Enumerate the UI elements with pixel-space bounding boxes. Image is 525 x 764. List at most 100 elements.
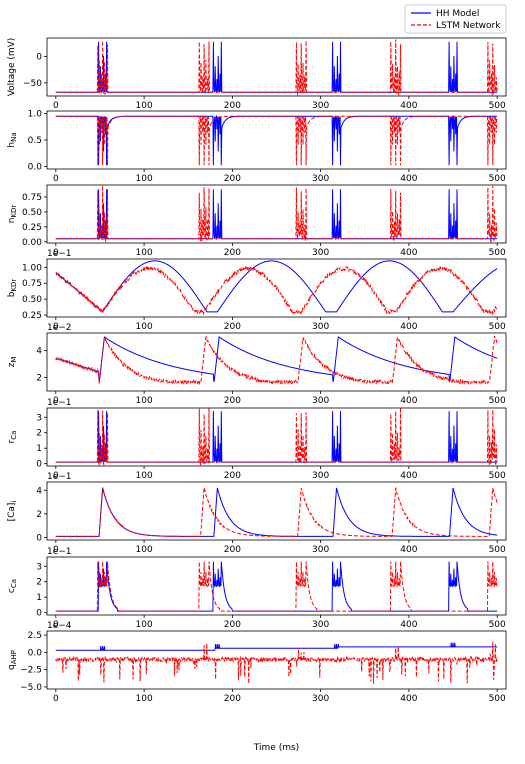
x-tick-label: 500 <box>489 174 506 184</box>
x-tick-label: 200 <box>224 322 241 332</box>
cca-hh-series <box>55 561 498 612</box>
x-tick-label: 300 <box>312 471 329 481</box>
axes-frame <box>46 332 507 392</box>
hna-lstm-series <box>55 114 498 166</box>
x-tick-label: 100 <box>136 101 153 111</box>
panel-hna: 0 100 200 300 400 500 0.0 0.5 1.0 hNa <box>7 110 507 184</box>
y-tick-label: 0.25 <box>22 311 42 321</box>
y-tick-label: 0.50 <box>22 295 42 305</box>
x-axis-label: Time (ms) <box>253 743 299 753</box>
x-tick-label: 500 <box>489 620 506 630</box>
nkdr-lstm-series <box>55 185 498 243</box>
x-tick-label: 500 <box>489 545 506 555</box>
zm-hh-series <box>55 336 498 383</box>
y-tick-label: 1 <box>36 593 42 603</box>
legend-box <box>404 4 507 34</box>
x-tick-label: 200 <box>224 248 241 258</box>
x-tick-label: 200 <box>224 174 241 184</box>
panel-bkdr: 0 100 200 300 400 500 0.25 0.50 0.75 1.00 1e−1 bKDr <box>7 249 507 332</box>
x-tick-label: 0 <box>53 322 59 332</box>
x-tick-label: 500 <box>489 694 506 704</box>
panel-cca: 0 100 200 300 400 500 0 1 2 3 1e−1 cCa <box>7 547 507 630</box>
x-tick-label: 100 <box>136 322 153 332</box>
x-tick-label: 200 <box>224 471 241 481</box>
axes-frame <box>46 630 507 690</box>
x-tick-label: 300 <box>312 101 329 111</box>
x-tick-label: 200 <box>224 545 241 555</box>
rca-lstm-series <box>55 408 498 466</box>
voltage-lstm-series <box>55 39 498 96</box>
y-axis-label: Voltage (mV) <box>7 38 17 97</box>
cca-lstm-series <box>55 561 498 612</box>
x-tick-label: 300 <box>312 174 329 184</box>
y-tick-label: 2 <box>36 510 42 520</box>
x-tick-label: 400 <box>400 694 417 704</box>
axes-frame <box>46 407 507 467</box>
y-axis-label: [Ca]i <box>7 501 18 522</box>
panel-rca: 0 100 200 300 400 500 0 1 2 3 1e−1 rCa <box>7 398 507 481</box>
zm-lstm-series <box>55 335 498 386</box>
axes-frame <box>46 556 507 616</box>
y-tick-label: 3 <box>36 413 42 423</box>
y-tick-label: 0.0 <box>28 162 43 172</box>
y-tick-label: 0.00 <box>22 238 42 248</box>
y-tick-label: 0.0 <box>28 648 43 658</box>
x-tick-label: 100 <box>136 248 153 258</box>
x-tick-label: 300 <box>312 620 329 630</box>
axis-exponent: 1e−2 <box>47 323 72 333</box>
x-tick-label: 300 <box>312 694 329 704</box>
x-tick-label: 0 <box>53 545 59 555</box>
y-tick-label: 1.00 <box>22 263 42 273</box>
x-tick-label: 200 <box>224 620 241 630</box>
axis-exponent: 1e−1 <box>47 398 72 408</box>
panel-cai: 0 100 200 300 400 500 0 2 4 1e−1 [Ca]i <box>7 472 507 555</box>
y-tick-label: 0 <box>36 609 42 619</box>
panel-voltage: 0 100 200 300 400 500 0 −50 Voltage (mV) <box>7 37 507 111</box>
x-tick-label: 500 <box>489 396 506 406</box>
x-tick-label: 0 <box>53 620 59 630</box>
y-tick-label: 2.5 <box>28 631 42 641</box>
x-tick-label: 300 <box>312 396 329 406</box>
y-tick-label: 3 <box>36 562 42 572</box>
axes-frame <box>46 110 507 170</box>
x-tick-label: 400 <box>400 545 417 555</box>
y-tick-label: 1 <box>36 444 42 454</box>
x-tick-label: 400 <box>400 101 417 111</box>
y-tick-label: 0.50 <box>22 208 42 218</box>
x-tick-label: 100 <box>136 694 153 704</box>
legend-label: HH Model <box>436 9 479 19</box>
legend: HH Model LSTM Network <box>404 4 507 34</box>
x-tick-label: 300 <box>312 545 329 555</box>
x-tick-label: 0 <box>53 396 59 406</box>
x-tick-label: 500 <box>489 322 506 332</box>
axis-exponent: 1e−1 <box>47 547 72 557</box>
cai-hh-series <box>55 487 498 537</box>
x-tick-label: 100 <box>136 471 153 481</box>
panel-zm: 0 100 200 300 400 500 2 4 1e−2 zM <box>7 323 507 406</box>
x-tick-label: 0 <box>53 471 59 481</box>
y-tick-label: 2 <box>36 578 42 588</box>
x-tick-label: 100 <box>136 620 153 630</box>
x-tick-label: 100 <box>136 545 153 555</box>
cai-lstm-series <box>55 486 498 537</box>
y-tick-label: 4 <box>36 347 42 357</box>
panel-qahp: 0 100 200 300 400 500 −5.0 −2.5 0.0 2.5 1e−4 qAHP <box>7 621 507 704</box>
hna-hh-series <box>55 114 498 166</box>
x-tick-label: 400 <box>400 620 417 630</box>
y-axis-label: bKDr <box>7 279 18 298</box>
x-tick-label: 400 <box>400 322 417 332</box>
y-tick-label: 2 <box>36 429 42 439</box>
voltage-hh-series <box>55 41 498 94</box>
x-tick-label: 0 <box>53 101 59 111</box>
y-axis-label: hNa <box>7 132 18 147</box>
y-axis-label: nKDr <box>7 205 18 224</box>
x-tick-label: 100 <box>136 174 153 184</box>
y-tick-label: 4 <box>36 486 42 496</box>
panel-nkdr: 0 100 200 300 400 500 0.00 0.25 0.50 0.75 nKDr <box>7 184 507 258</box>
y-tick-label: 0.25 <box>22 223 42 233</box>
y-tick-label: 0.75 <box>22 193 42 203</box>
y-tick-label: 0.5 <box>28 136 42 146</box>
x-tick-label: 200 <box>224 694 241 704</box>
x-tick-label: 0 <box>53 248 59 258</box>
x-tick-label: 300 <box>312 248 329 258</box>
